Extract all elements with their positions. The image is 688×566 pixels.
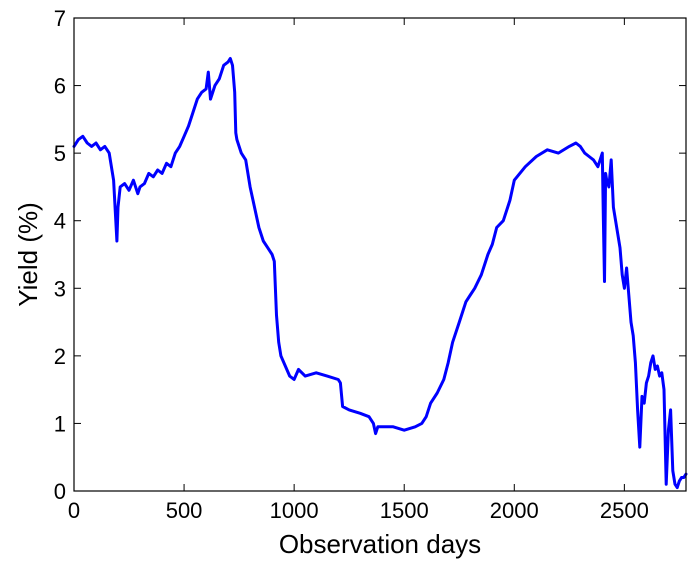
y-tick-label: 3 bbox=[54, 276, 66, 301]
yield-series-line bbox=[72, 57, 688, 490]
y-tick-label: 2 bbox=[54, 344, 66, 369]
y-tick-label: 1 bbox=[54, 411, 66, 436]
x-tick-label: 0 bbox=[68, 498, 80, 523]
x-tick-label: 500 bbox=[166, 498, 203, 523]
x-tick-label: 2500 bbox=[600, 498, 649, 523]
y-axis-label: Yield (%) bbox=[13, 202, 43, 307]
y-tick-label: 4 bbox=[54, 209, 66, 234]
x-tick-label: 1500 bbox=[380, 498, 429, 523]
y-tick-label: 6 bbox=[54, 74, 66, 99]
x-tick-label: 2000 bbox=[490, 498, 539, 523]
labels-layer: Observation days Yield (%) bbox=[13, 202, 481, 559]
x-tick-label: 1000 bbox=[270, 498, 319, 523]
data-layer bbox=[72, 57, 688, 490]
y-tick-label: 5 bbox=[54, 141, 66, 166]
x-axis-label: Observation days bbox=[279, 529, 481, 559]
plot-frame bbox=[73, 17, 687, 492]
y-tick-label: 0 bbox=[54, 479, 66, 504]
y-tick-label: 7 bbox=[54, 6, 66, 31]
ticks-layer: 0 500 1000 1500 2000 2500 0 1 2 3 4 5 6 7 bbox=[54, 6, 686, 523]
